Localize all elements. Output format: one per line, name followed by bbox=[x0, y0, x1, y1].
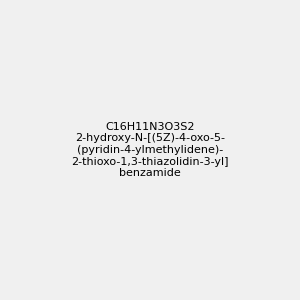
Text: C16H11N3O3S2
2-hydroxy-N-[(5Z)-4-oxo-5-
(pyridin-4-ylmethylidene)-
2-thioxo-1,3-: C16H11N3O3S2 2-hydroxy-N-[(5Z)-4-oxo-5- … bbox=[71, 122, 229, 178]
